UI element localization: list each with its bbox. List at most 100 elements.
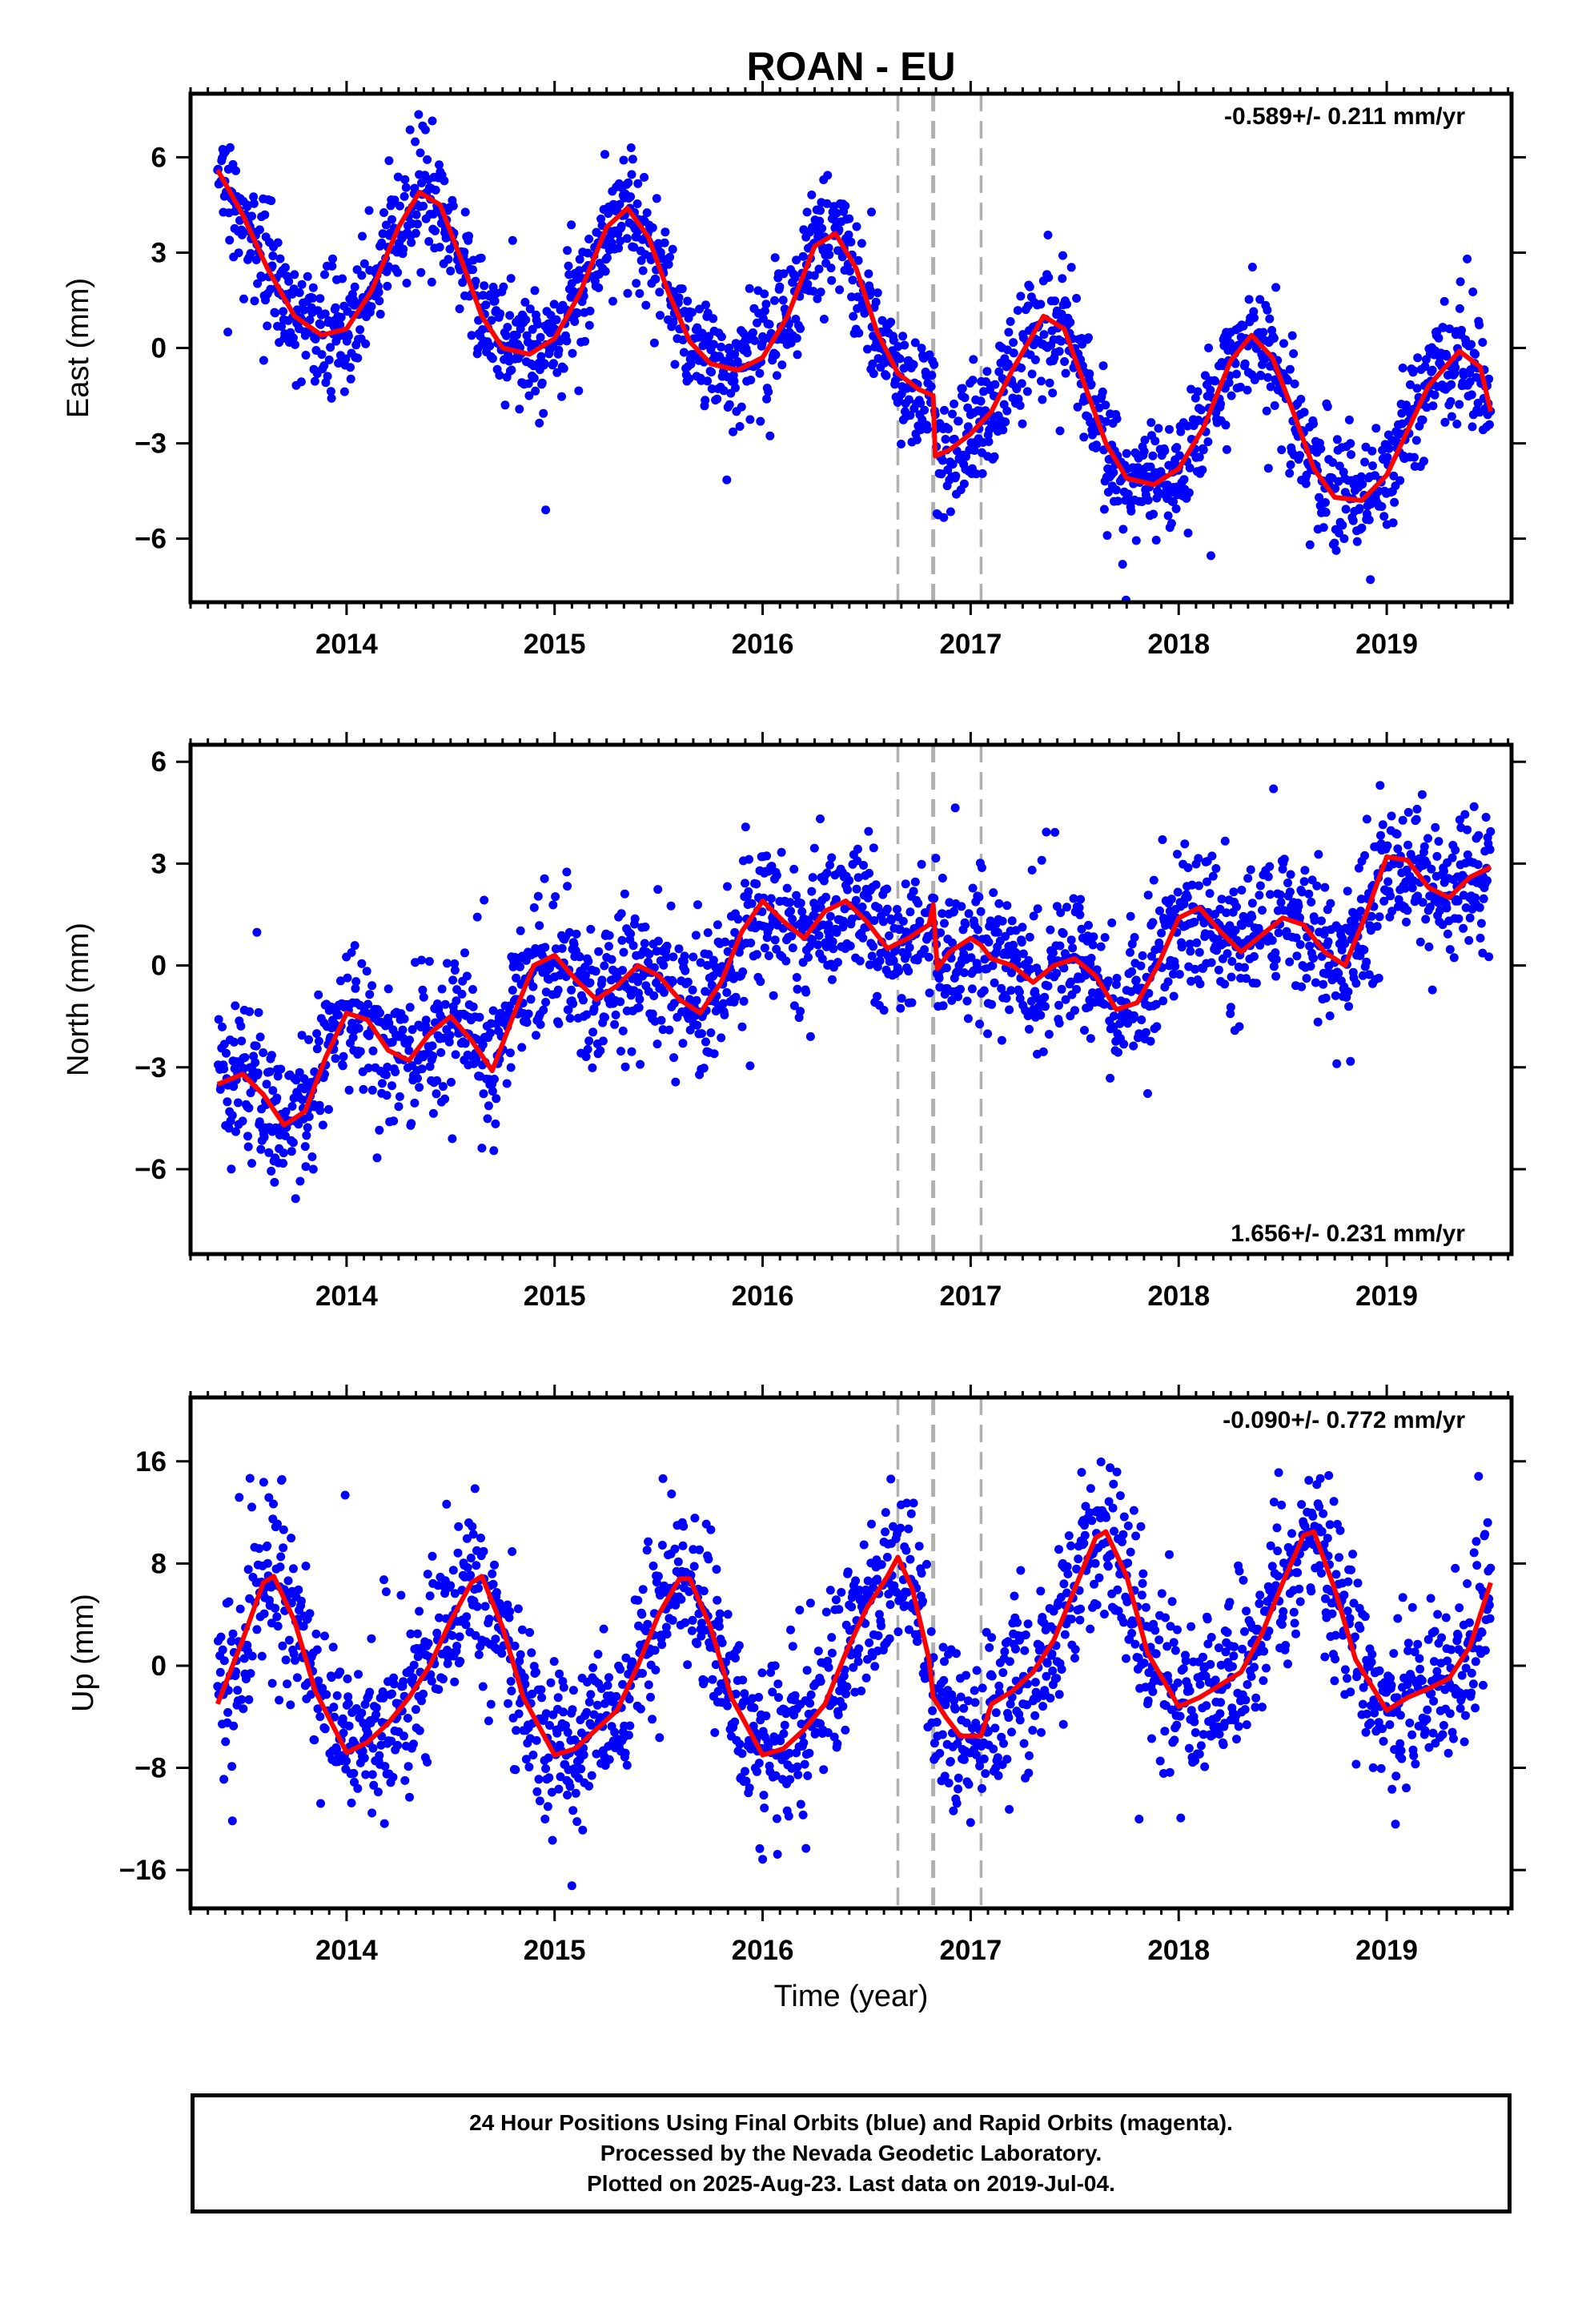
data-point xyxy=(402,279,412,287)
data-point xyxy=(1328,458,1338,467)
data-point xyxy=(1179,475,1189,485)
data-point xyxy=(445,1031,455,1040)
data-point xyxy=(417,1064,427,1074)
data-point xyxy=(600,150,609,159)
data-point xyxy=(341,354,351,364)
data-point xyxy=(415,1083,424,1092)
data-point xyxy=(863,344,872,354)
data-point xyxy=(283,1576,293,1586)
data-point xyxy=(463,1563,472,1572)
data-point xyxy=(375,1751,384,1760)
data-point xyxy=(648,1009,657,1019)
data-point xyxy=(611,1010,620,1019)
data-point xyxy=(1334,968,1343,978)
data-point xyxy=(680,951,689,961)
data-point xyxy=(865,869,874,878)
data-point xyxy=(1375,912,1384,922)
data-point xyxy=(400,191,409,201)
data-point xyxy=(235,1604,245,1614)
data-point xyxy=(507,365,516,375)
data-point xyxy=(484,1716,493,1726)
data-point xyxy=(273,1519,282,1529)
data-point xyxy=(869,843,878,853)
data-point xyxy=(572,1817,582,1827)
data-point xyxy=(440,176,449,186)
data-point xyxy=(772,371,781,380)
data-point xyxy=(1014,987,1024,997)
data-point xyxy=(1246,865,1255,875)
data-point xyxy=(841,201,850,211)
data-point xyxy=(771,350,781,360)
data-point xyxy=(950,399,959,408)
data-point xyxy=(1331,545,1341,555)
data-point xyxy=(730,927,740,937)
data-point xyxy=(1309,419,1318,428)
data-point xyxy=(745,415,755,424)
data-point xyxy=(777,360,787,370)
data-point xyxy=(223,328,233,337)
data-point xyxy=(244,1695,254,1704)
data-point xyxy=(802,207,812,217)
data-point xyxy=(218,1645,227,1655)
data-point xyxy=(1465,913,1475,923)
y-axis-label: North (mm) xyxy=(62,923,95,1076)
data-point xyxy=(1255,295,1265,304)
data-point xyxy=(1471,349,1480,359)
data-point xyxy=(488,1579,498,1589)
data-point xyxy=(1199,445,1208,455)
data-point xyxy=(1080,1026,1089,1035)
data-point xyxy=(950,907,959,916)
data-point xyxy=(703,308,713,318)
data-point xyxy=(1453,896,1463,906)
data-point xyxy=(1098,361,1108,371)
data-point xyxy=(327,261,337,271)
data-point xyxy=(303,1123,312,1132)
data-point xyxy=(974,964,983,974)
data-point xyxy=(555,336,564,346)
data-point xyxy=(1360,850,1370,860)
data-point xyxy=(559,1683,568,1692)
data-point xyxy=(568,287,578,296)
data-point xyxy=(418,985,428,995)
data-point xyxy=(1289,349,1299,359)
data-point xyxy=(709,1049,719,1059)
data-point xyxy=(462,1534,472,1543)
data-point xyxy=(548,900,558,910)
data-point xyxy=(451,1050,460,1059)
data-point xyxy=(455,1632,464,1642)
data-point xyxy=(1231,359,1240,368)
data-point xyxy=(548,1835,557,1845)
data-point xyxy=(1061,368,1070,378)
data-point xyxy=(1005,1005,1014,1015)
data-point xyxy=(827,275,837,285)
data-point xyxy=(944,424,953,434)
data-point xyxy=(568,1686,578,1695)
data-point xyxy=(324,1104,333,1114)
data-point xyxy=(1351,979,1361,988)
data-point xyxy=(875,956,885,966)
data-point xyxy=(563,1791,572,1799)
data-point xyxy=(1169,969,1178,979)
data-point xyxy=(798,251,808,261)
data-point xyxy=(593,1650,603,1659)
data-point xyxy=(703,928,713,938)
data-point xyxy=(554,1019,564,1028)
data-point xyxy=(555,1669,564,1679)
data-point xyxy=(596,1046,605,1055)
data-point xyxy=(1102,416,1111,426)
data-point xyxy=(1092,440,1101,450)
data-point xyxy=(808,873,817,883)
data-point xyxy=(1283,376,1292,385)
data-point xyxy=(1332,435,1342,444)
data-point xyxy=(770,935,780,945)
data-point xyxy=(1316,444,1326,453)
data-point xyxy=(549,1657,559,1667)
data-point xyxy=(1475,320,1484,330)
data-point xyxy=(450,1589,460,1598)
data-point xyxy=(825,250,834,259)
data-point xyxy=(1269,333,1279,343)
data-point xyxy=(600,267,610,276)
data-point xyxy=(1271,971,1281,981)
data-point xyxy=(263,1558,272,1568)
data-point xyxy=(427,1676,436,1686)
